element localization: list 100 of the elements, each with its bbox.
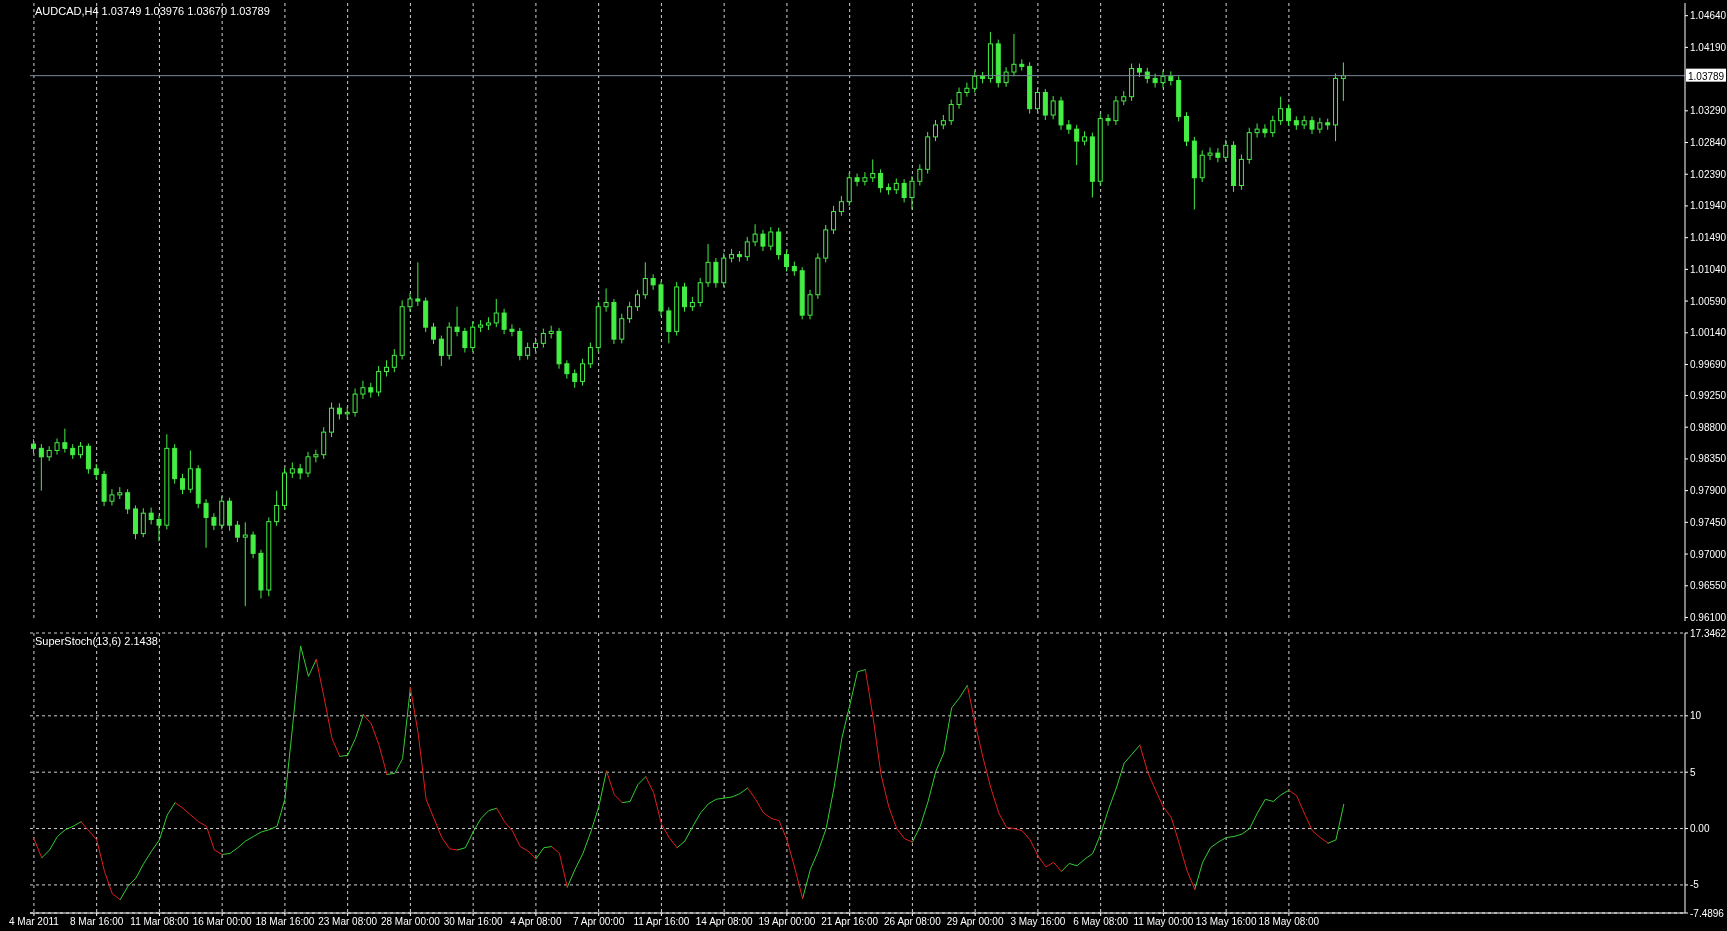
candlestick xyxy=(776,227,782,260)
y-tick-label: 1.03290 xyxy=(1690,105,1727,117)
candlestick xyxy=(391,348,397,373)
y-tick-label: 0.98350 xyxy=(1690,453,1727,465)
x-tick-label: 4 Apr 08:00 xyxy=(510,916,562,928)
candlestick xyxy=(956,87,962,110)
candlestick xyxy=(242,521,248,607)
candlestick xyxy=(454,306,460,337)
candlestick xyxy=(705,243,711,288)
x-tick-label: 29 Apr 00:00 xyxy=(946,916,1004,928)
x-tick-label: 4 Mar 2011 xyxy=(9,916,60,928)
candlestick xyxy=(329,402,335,438)
candlestick xyxy=(564,359,570,380)
candlestick xyxy=(964,82,970,98)
candlestick xyxy=(187,449,193,494)
candlestick xyxy=(54,437,60,456)
y-tick-label: 5 xyxy=(1690,766,1696,778)
candlestick xyxy=(744,236,750,262)
candlestick xyxy=(972,70,978,93)
candlestick xyxy=(807,289,813,320)
candlestick xyxy=(1113,95,1119,126)
y-tick-label: 0.99250 xyxy=(1690,390,1727,402)
candlestick xyxy=(431,322,437,345)
candlestick xyxy=(509,323,515,337)
candlestick xyxy=(831,205,837,235)
candlestick xyxy=(250,531,256,559)
candlestick xyxy=(682,282,688,313)
candlestick xyxy=(846,172,852,207)
candlestick xyxy=(376,365,382,397)
candlestick xyxy=(697,277,703,308)
y-tick-label: 0.97450 xyxy=(1690,516,1727,528)
x-tick-label: 6 May 08:00 xyxy=(1073,916,1129,928)
candlestick xyxy=(768,226,774,251)
y-tick-label: 1.04190 xyxy=(1690,41,1727,53)
x-tick-label: 28 Mar 00:00 xyxy=(380,916,441,928)
candlestick xyxy=(783,249,789,272)
candlestick xyxy=(862,171,868,187)
candlestick xyxy=(713,257,719,289)
candlestick xyxy=(274,490,280,527)
candlestick xyxy=(501,308,507,335)
candlestick xyxy=(838,195,844,217)
candlestick xyxy=(642,261,648,300)
x-tick-label: 16 Mar 00:00 xyxy=(192,916,253,928)
x-tick-label: 14 Apr 08:00 xyxy=(695,916,753,928)
candlestick xyxy=(878,168,884,194)
candlestick xyxy=(1066,119,1072,135)
candlestick xyxy=(125,488,131,515)
candlestick xyxy=(211,512,217,531)
y-tick-label: 1.01490 xyxy=(1690,232,1727,244)
y-tick-label: -5 xyxy=(1690,879,1700,891)
candlestick xyxy=(517,327,523,361)
candlestick xyxy=(1058,96,1064,131)
candlestick xyxy=(415,261,421,307)
candlestick xyxy=(580,358,586,387)
candlestick xyxy=(140,507,146,538)
x-tick-label: 26 Apr 08:00 xyxy=(884,916,942,928)
x-tick-label: 7 Apr 00:00 xyxy=(573,916,625,928)
candlestick xyxy=(493,298,499,328)
candlestick xyxy=(1160,70,1166,89)
x-tick-label: 8 Mar 16:00 xyxy=(69,916,124,928)
candlestick xyxy=(1011,33,1017,77)
y-tick-label: 1.00590 xyxy=(1690,295,1727,307)
y-tick-label: 1.04640 xyxy=(1690,10,1727,22)
y-tick-label: 1.02390 xyxy=(1690,168,1727,180)
candlestick xyxy=(572,368,578,389)
candlestick xyxy=(1270,115,1276,138)
candlestick xyxy=(1050,95,1056,120)
candlestick xyxy=(203,498,209,549)
candlestick xyxy=(627,301,633,324)
candlestick xyxy=(603,287,609,313)
candlestick xyxy=(109,488,115,506)
candlestick xyxy=(1199,149,1205,183)
candlestick xyxy=(1074,124,1080,166)
candlestick xyxy=(462,327,468,354)
candlestick xyxy=(1105,113,1111,127)
candlestick xyxy=(587,342,593,369)
x-tick-label: 30 Mar 16:00 xyxy=(443,916,504,928)
candlestick xyxy=(156,514,162,542)
candlestick xyxy=(234,520,240,543)
candlestick xyxy=(85,442,91,475)
candlestick xyxy=(760,229,766,252)
candlestick xyxy=(909,175,915,210)
x-tick-label: 11 Apr 16:00 xyxy=(633,916,690,928)
candlestick xyxy=(917,163,923,187)
y-tick-label: -7.4896 xyxy=(1690,907,1725,919)
y-tick-label: 0.96100 xyxy=(1690,612,1727,624)
candlestick xyxy=(407,292,413,313)
candlestick xyxy=(1042,88,1048,121)
candlestick xyxy=(227,497,233,532)
y-tick-label: 1.02840 xyxy=(1690,137,1727,149)
y-tick-label: 1.01040 xyxy=(1690,263,1727,275)
chart-title: AUDCAD,H4 1.03749 1.03976 1.03670 1.03789 xyxy=(35,5,270,18)
y-tick-label: 0.98800 xyxy=(1690,421,1727,433)
candlestick xyxy=(619,313,625,344)
candlestick xyxy=(901,178,907,203)
y-tick-label: 0.97000 xyxy=(1690,548,1727,560)
y-tick-label: 1.00140 xyxy=(1690,327,1727,339)
candlestick xyxy=(360,380,366,400)
y-tick-label: 1.01940 xyxy=(1690,200,1727,212)
x-tick-label: 18 May 08:00 xyxy=(1258,916,1320,928)
